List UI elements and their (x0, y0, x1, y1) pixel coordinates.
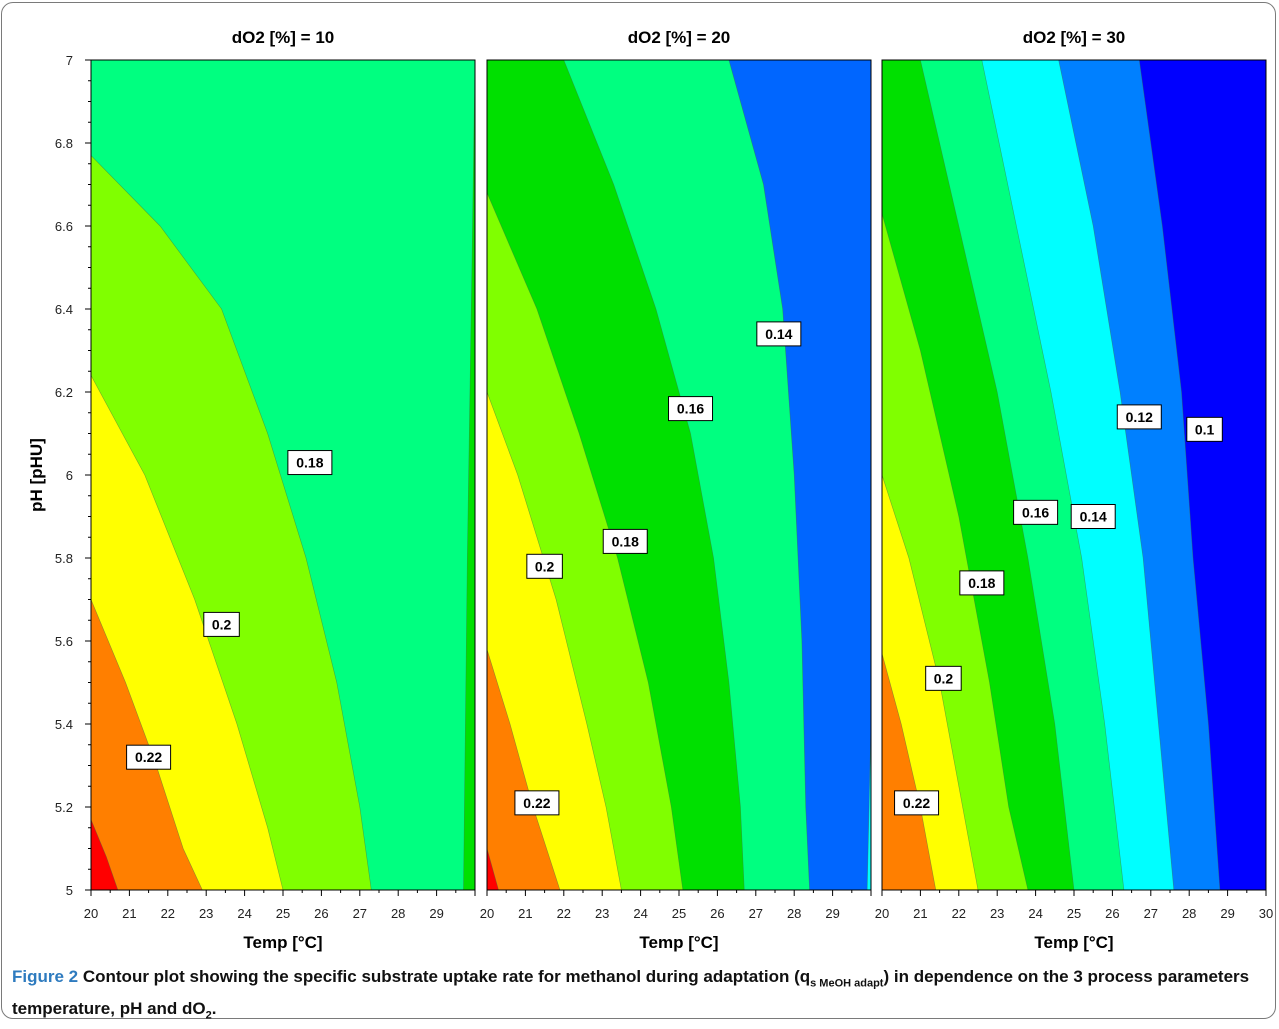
x-tick-label: 25 (276, 906, 290, 921)
x-tick-label: 28 (391, 906, 405, 921)
contour-label-box (602, 528, 648, 554)
x-tick-label: 27 (353, 906, 367, 921)
contour-label: 0.22 (523, 795, 550, 811)
contour-label: 0.22 (135, 749, 162, 765)
y-tick-label: 6.6 (55, 219, 73, 234)
y-tick-label: 6 (66, 468, 73, 483)
x-axis-label: Temp [°C] (1034, 933, 1113, 952)
x-axis-label: Temp [°C] (639, 933, 718, 952)
contour-label-box (126, 744, 172, 770)
contour-label-box (526, 553, 563, 579)
y-tick-label: 5.4 (55, 717, 73, 732)
x-tick-label: 22 (952, 906, 966, 921)
x-tick-label: 23 (595, 906, 609, 921)
contour-label: 0.16 (1022, 504, 1049, 520)
contour-label: 0.16 (677, 401, 704, 417)
x-tick-label: 20 (84, 906, 98, 921)
x-tick-label: 23 (199, 906, 213, 921)
contour-label-box (1013, 499, 1059, 525)
contour-label: 0.18 (612, 533, 639, 549)
x-tick-label: 28 (1182, 906, 1196, 921)
x-tick-label: 24 (237, 906, 251, 921)
contour-label-box (756, 321, 802, 347)
figure-label: Figure 2 (12, 967, 79, 986)
caption-text: Contour plot showing the specific substr… (12, 967, 1250, 1022)
contour-label: 0.18 (296, 455, 323, 471)
y-tick-label: 5 (66, 883, 73, 898)
panel-title: dO2 [%] = 10 (232, 28, 335, 47)
contour-label-box (668, 396, 714, 422)
x-tick-label: 24 (1028, 906, 1042, 921)
contour-label: 0.12 (1126, 409, 1153, 425)
x-tick-label: 24 (633, 906, 647, 921)
y-tick-label: 6.2 (55, 385, 73, 400)
panel-title: dO2 [%] = 30 (1023, 28, 1126, 47)
contour-label-box (1116, 404, 1162, 430)
x-tick-label: 26 (314, 906, 328, 921)
contour-label-box (894, 790, 940, 816)
x-tick-label: 30 (1259, 906, 1273, 921)
contour-label: 0.2 (212, 616, 232, 632)
x-tick-label: 20 (875, 906, 889, 921)
figure-caption: Figure 2 Contour plot showing the specif… (12, 964, 1267, 1029)
x-tick-label: 20 (480, 906, 494, 921)
x-tick-label: 26 (1105, 906, 1119, 921)
x-tick-label: 21 (913, 906, 927, 921)
contour-label-box (203, 611, 240, 637)
contour-label-box (1070, 504, 1116, 529)
contour-label-box (1186, 416, 1223, 442)
y-tick-label: 5.6 (55, 634, 73, 649)
x-tick-label: 29 (825, 906, 839, 921)
contour-label: 0.1 (1195, 421, 1215, 437)
x-tick-label: 28 (787, 906, 801, 921)
x-tick-label: 27 (749, 906, 763, 921)
contour-label-box (959, 570, 1005, 596)
x-tick-label: 29 (429, 906, 443, 921)
y-tick-label: 7 (66, 53, 73, 68)
panel-title: dO2 [%] = 20 (628, 28, 731, 47)
y-tick-label: 6.4 (55, 302, 73, 317)
contour-label: 0.2 (934, 670, 954, 686)
contour-label: 0.14 (765, 326, 792, 342)
y-tick-label: 6.8 (55, 136, 73, 151)
x-tick-label: 29 (1220, 906, 1234, 921)
contour-label: 0.22 (903, 795, 930, 811)
x-tick-label: 21 (518, 906, 532, 921)
contour-label: 0.14 (1080, 509, 1107, 525)
y-tick-label: 5.2 (55, 800, 73, 815)
contour-label-box (514, 790, 560, 816)
contour-label: 0.18 (968, 575, 995, 591)
x-tick-label: 25 (672, 906, 686, 921)
x-tick-label: 25 (1067, 906, 1081, 921)
contour-label-box (287, 450, 333, 476)
x-tick-label: 22 (557, 906, 571, 921)
x-tick-label: 27 (1144, 906, 1158, 921)
contour-label: 0.2 (535, 558, 555, 574)
x-tick-label: 22 (161, 906, 175, 921)
y-axis-label: pH [pHU] (27, 438, 46, 512)
y-tick-label: 5.8 (55, 551, 73, 566)
x-tick-label: 26 (710, 906, 724, 921)
contour-label-box (925, 665, 962, 691)
x-tick-label: 23 (990, 906, 1004, 921)
x-axis-label: Temp [°C] (243, 933, 322, 952)
x-tick-label: 21 (122, 906, 136, 921)
